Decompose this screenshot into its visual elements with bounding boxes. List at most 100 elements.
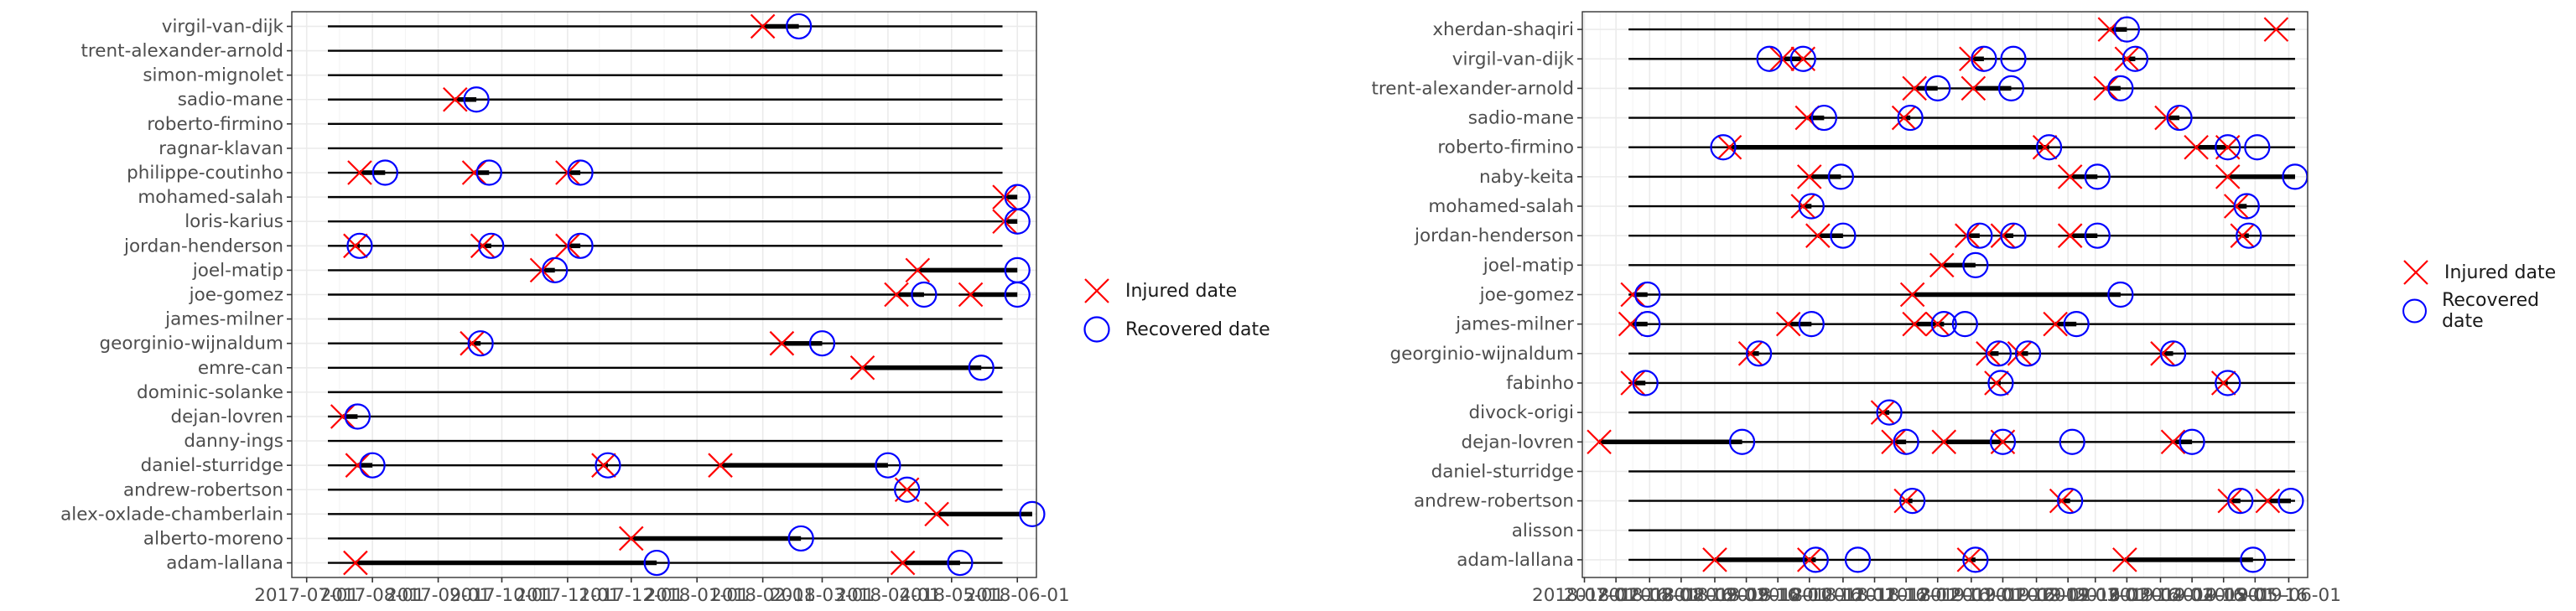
recovered-point — [875, 452, 901, 479]
injured-stroke — [958, 282, 984, 308]
injured-point — [1620, 282, 1645, 308]
recovered-point — [1810, 104, 1837, 132]
recovered-point — [1951, 311, 1978, 338]
injured-stroke — [1716, 134, 1742, 160]
recovered-point — [1930, 311, 1957, 338]
injured-point — [1587, 429, 1612, 455]
injured-stroke — [1956, 547, 1982, 572]
injured-stroke — [2150, 341, 2175, 366]
injured-stroke — [343, 233, 368, 259]
injured-point — [750, 13, 776, 39]
injured-point — [1775, 311, 1801, 337]
recovered-point — [1985, 340, 2012, 367]
legend-left: Injured date Recovered date — [1080, 272, 1270, 349]
injured-point — [2057, 164, 2083, 189]
cross-icon — [2403, 260, 2428, 285]
y-tick-label: andrew-robertson — [1414, 491, 1574, 512]
x-tick-label: 2017-07-01 — [254, 585, 359, 606]
y-tick-label: virgil-van-dijk — [162, 16, 284, 37]
panel-border — [291, 11, 1037, 578]
injured-point — [1924, 311, 1950, 337]
injured-point — [958, 282, 984, 308]
recovered-point — [1798, 193, 1825, 220]
legend-item-injured: Injured date — [1080, 272, 1270, 310]
injured-stroke — [2057, 223, 2083, 248]
recovered-point — [2233, 193, 2260, 220]
recovered-point — [2057, 487, 2084, 515]
y-tick-label: georginio-wijnaldum — [1389, 344, 1574, 365]
injured-stroke — [849, 355, 875, 381]
x-tick-label: 2018-08-01 — [1597, 585, 1702, 606]
injured-point — [905, 257, 931, 283]
recovered-point — [359, 452, 386, 479]
x-tick-label: 2019-05-01 — [2171, 585, 2276, 606]
injured-stroke — [1891, 105, 1917, 131]
x-tick-label: 2018-09-01 — [1662, 585, 1767, 606]
injured-point — [2184, 134, 2209, 160]
injured-stroke — [330, 404, 356, 429]
x-tick-label: 2018-09-16 — [1694, 585, 1799, 606]
y-tick-label: sadio-mane — [178, 90, 283, 111]
x-tick-label: 2018-05-01 — [899, 585, 1004, 606]
injured-point — [1902, 75, 1927, 101]
injured-point — [443, 86, 468, 112]
injured-point — [1891, 105, 1917, 131]
recovered-point — [1997, 75, 2025, 102]
circle-icon — [2402, 298, 2427, 324]
injured-point — [2217, 488, 2243, 514]
recovered-point — [2084, 163, 2111, 190]
season-2017-18-panel: virgil-van-dijk trent-alexander-arnold sim… — [60, 11, 1070, 606]
y-tick-label: divock-origi — [1468, 402, 1574, 423]
recovered-point — [1746, 340, 1773, 367]
injured-stroke — [1924, 311, 1950, 337]
injured-point — [2093, 75, 2119, 101]
panel-border — [1581, 11, 2309, 578]
injured-stroke — [619, 526, 644, 551]
injured-stroke — [2043, 311, 2068, 337]
injured-stroke — [1790, 194, 1816, 219]
injured-stroke — [1790, 46, 1816, 72]
x-tick-label: 2019-02-16 — [2016, 585, 2121, 606]
injured-stroke — [1805, 223, 1831, 248]
injured-stroke — [2210, 370, 2236, 396]
y-tick-label: danny-ings — [184, 431, 283, 452]
recovered-point — [1710, 134, 1737, 161]
y-tick-label: joe-gomez — [189, 285, 283, 306]
injured-point — [849, 355, 875, 381]
recovered-point — [2215, 134, 2241, 161]
recovered-point — [567, 159, 594, 186]
x-tick-label: 2018-04-01 — [835, 585, 940, 606]
injured-stroke — [1990, 223, 2016, 248]
injured-point — [591, 453, 616, 478]
recovered-point — [1789, 45, 1816, 72]
y-tick-label: fabinho — [1506, 373, 1574, 394]
recovered-point — [894, 476, 921, 503]
recovered-point — [1004, 208, 1031, 235]
y-tick-label: alisson — [1512, 520, 1574, 541]
y-tick-label: alex-oxlade-chamberlain — [60, 504, 283, 525]
injured-point — [708, 453, 733, 478]
injured-stroke — [2007, 341, 2033, 366]
x-tick-label: 2019-04-16 — [2140, 585, 2245, 606]
x-tick-label: 2018-02-01 — [710, 585, 815, 606]
x-tick-label: 2017-10-01 — [449, 585, 554, 606]
recovered-point — [2107, 281, 2134, 308]
recovered-point — [1830, 222, 1857, 249]
injured-stroke — [2160, 429, 2186, 455]
injured-point — [1716, 134, 1742, 160]
x-tick-label: 2018-11-16 — [1822, 585, 1927, 606]
x-tick-label: 2018-03-01 — [770, 585, 875, 606]
y-tick-label: naby-keita — [1479, 167, 1574, 188]
legend-right: Injured date Recovered date — [2399, 253, 2576, 332]
injured-stroke — [1961, 75, 1987, 101]
injured-stroke — [1931, 429, 1957, 455]
recovered-point — [1019, 500, 1046, 527]
injured-point — [2049, 488, 2075, 514]
injured-stroke — [750, 13, 776, 39]
x-tick-label: 2017-11-01 — [515, 585, 620, 606]
injured-stroke — [769, 330, 795, 356]
injured-point — [884, 282, 909, 308]
injured-stroke — [443, 86, 468, 112]
injured-stroke — [890, 550, 916, 576]
injured-point — [890, 550, 916, 576]
